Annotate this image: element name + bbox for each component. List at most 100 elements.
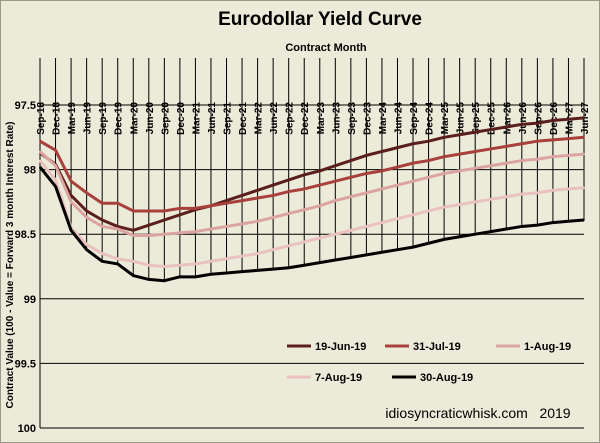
data-point — [288, 267, 290, 269]
data-point — [319, 205, 321, 207]
data-point — [179, 214, 181, 216]
x-tick-label: Mar-26 — [502, 102, 513, 135]
data-point — [505, 162, 507, 164]
data-point — [459, 153, 461, 155]
data-point — [568, 220, 570, 222]
data-point — [412, 246, 414, 248]
data-point — [195, 276, 197, 278]
x-tick-label: Dec-18 — [52, 102, 63, 135]
data-point — [86, 210, 88, 212]
x-tick-label: Mar-23 — [316, 102, 327, 135]
data-point — [552, 156, 554, 158]
data-point — [55, 165, 57, 167]
data-point — [443, 206, 445, 208]
data-point — [272, 268, 274, 270]
data-point — [537, 224, 539, 226]
data-point — [428, 160, 430, 162]
data-point — [303, 188, 305, 190]
data-point — [210, 228, 212, 230]
x-tick-label: Mar-25 — [440, 102, 451, 135]
data-point — [474, 151, 476, 153]
data-point — [381, 188, 383, 190]
data-point — [350, 177, 352, 179]
data-point — [195, 208, 197, 210]
data-point — [350, 230, 352, 232]
data-point — [459, 236, 461, 238]
data-point — [552, 139, 554, 141]
x-tick-label: Jun-22 — [269, 102, 280, 135]
data-point — [148, 264, 150, 266]
data-point — [288, 191, 290, 193]
data-point — [381, 251, 383, 253]
x-tick-label: Dec-19 — [114, 102, 125, 135]
data-point — [583, 153, 585, 155]
data-point — [132, 230, 134, 232]
data-point — [568, 138, 570, 140]
data-point — [272, 217, 274, 219]
data-point — [505, 146, 507, 148]
x-tick-label: Mar-20 — [129, 102, 140, 135]
data-point — [583, 187, 585, 189]
data-point — [257, 253, 259, 255]
data-point — [366, 173, 368, 175]
data-point — [474, 168, 476, 170]
data-point — [474, 201, 476, 203]
data-point — [55, 179, 57, 181]
data-point — [148, 279, 150, 281]
y-axis-title: Contract Value (100 - Value = Forward 3 … — [5, 121, 16, 408]
x-tick-label: Jun-25 — [456, 102, 467, 135]
data-point — [132, 235, 134, 237]
data-point — [537, 140, 539, 142]
data-point — [210, 273, 212, 275]
data-point — [117, 228, 119, 230]
data-point — [505, 228, 507, 230]
data-point — [303, 241, 305, 243]
data-point — [474, 233, 476, 235]
data-point — [552, 222, 554, 224]
x-tick-label: Sep-22 — [285, 102, 296, 135]
data-point — [272, 184, 274, 186]
data-point — [164, 233, 166, 235]
data-point — [397, 249, 399, 251]
data-point — [490, 199, 492, 201]
data-point — [179, 264, 181, 266]
data-point — [319, 184, 321, 186]
data-point — [70, 201, 72, 203]
data-point — [552, 189, 554, 191]
data-point — [70, 180, 72, 182]
x-tick-label: Jun-23 — [331, 102, 342, 135]
x-tick-label: Mar-24 — [378, 102, 389, 135]
data-point — [319, 262, 321, 264]
data-point — [412, 143, 414, 145]
data-point — [101, 253, 103, 255]
data-point — [490, 129, 492, 131]
x-tick-label: Jun-21 — [207, 102, 218, 135]
data-point — [272, 195, 274, 197]
data-point — [288, 179, 290, 181]
data-point — [148, 235, 150, 237]
data-point — [428, 210, 430, 212]
data-point — [164, 210, 166, 212]
data-point — [148, 210, 150, 212]
x-tick-label: Mar-22 — [254, 102, 265, 135]
x-tick-label: Jun-20 — [145, 102, 156, 135]
data-point — [335, 165, 337, 167]
chart-title: Eurodollar Yield Curve — [218, 9, 422, 30]
data-point — [568, 118, 570, 120]
data-point — [179, 208, 181, 210]
x-tick-label: Sep-21 — [223, 102, 234, 135]
data-point — [366, 254, 368, 256]
x-tick-label: Sep-26 — [533, 102, 544, 135]
y-tick-label: 100 — [18, 423, 36, 435]
data-point — [397, 184, 399, 186]
data-point — [164, 266, 166, 268]
data-point — [490, 231, 492, 233]
data-point — [366, 155, 368, 157]
data-point — [257, 197, 259, 199]
x-tick-label: Dec-22 — [300, 102, 311, 135]
data-point — [319, 237, 321, 239]
data-point — [241, 195, 243, 197]
data-point — [350, 160, 352, 162]
data-point — [537, 122, 539, 124]
data-point — [521, 193, 523, 195]
